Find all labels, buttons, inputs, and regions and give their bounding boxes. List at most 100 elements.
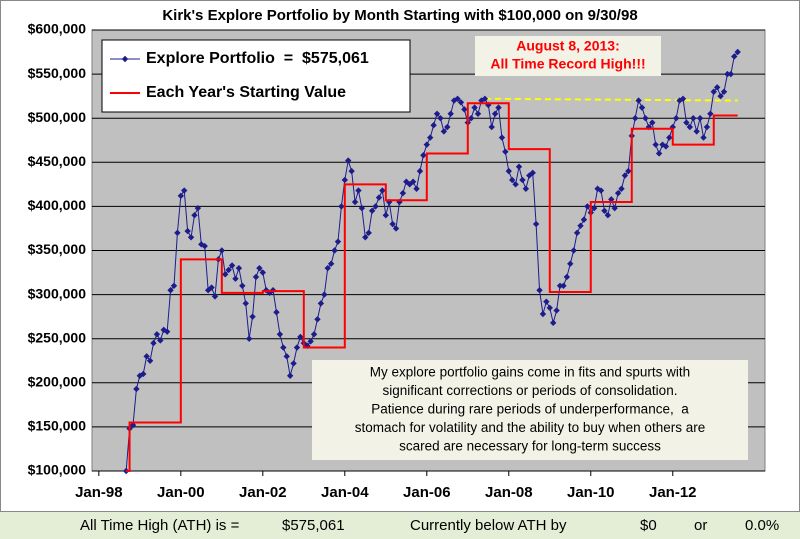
point: [444, 123, 451, 131]
point: [529, 169, 536, 177]
point: [208, 284, 215, 291]
x-tick-label: Jan-08: [485, 484, 533, 501]
x-tick-label: Jan-00: [157, 484, 205, 501]
point: [556, 282, 564, 289]
note-text: scared are necessary for long-term succe…: [399, 439, 661, 454]
point: [604, 212, 612, 219]
point: [242, 300, 249, 307]
y-tick-label: $150,000: [28, 418, 87, 434]
point: [280, 344, 287, 351]
point: [720, 88, 728, 95]
point: [307, 338, 314, 345]
point: [249, 313, 256, 320]
point: [594, 185, 601, 192]
point: [546, 304, 553, 312]
point: [174, 229, 181, 237]
x-tick-label: Jan-06: [403, 484, 451, 501]
point: [286, 372, 294, 379]
point: [423, 141, 430, 148]
point: [338, 203, 345, 210]
point: [638, 104, 646, 111]
y-tick-label: $550,000: [28, 65, 87, 81]
point: [614, 189, 622, 197]
point: [601, 207, 608, 215]
x-tick-label: Jan-98: [75, 484, 123, 501]
point: [331, 247, 338, 254]
annotation-box: [475, 36, 661, 76]
point: [252, 273, 260, 281]
point: [430, 122, 437, 129]
point: [512, 181, 519, 188]
point: [239, 282, 246, 289]
point: [184, 227, 191, 235]
point: [539, 310, 547, 318]
point: [194, 204, 202, 212]
point: [218, 247, 226, 254]
point: [498, 134, 506, 141]
x-tick-label: Jan-04: [321, 484, 369, 501]
point: [420, 152, 427, 159]
point: [567, 260, 574, 267]
point: [608, 196, 615, 203]
point: [181, 187, 188, 194]
footer-text: All Time High (ATH) is =: [80, 517, 240, 534]
point: [631, 115, 639, 122]
point: [413, 185, 420, 192]
point: [235, 264, 243, 272]
point: [468, 115, 475, 122]
point: [204, 286, 212, 294]
point: [389, 220, 396, 228]
point: [433, 110, 441, 117]
point: [157, 337, 164, 344]
point: [163, 328, 171, 335]
point: [399, 189, 407, 197]
x-tick-label: Jan-12: [649, 484, 697, 501]
point: [273, 309, 280, 316]
y-tick-label: $450,000: [28, 153, 87, 169]
point: [522, 185, 530, 192]
point: [724, 70, 731, 78]
note-box: [312, 360, 748, 460]
point: [618, 185, 625, 192]
x-tick-label: Jan-02: [239, 484, 287, 501]
point: [655, 150, 663, 157]
point: [245, 335, 253, 342]
point: [649, 119, 656, 126]
y-tick-label: $200,000: [28, 374, 87, 390]
point: [222, 271, 229, 278]
footer-text: Currently below ATH by: [410, 517, 567, 534]
point: [696, 115, 704, 122]
point: [170, 282, 178, 289]
point: [211, 293, 219, 300]
point: [177, 192, 185, 200]
point: [580, 216, 588, 223]
point: [686, 123, 694, 131]
footer-text: $575,061: [282, 517, 345, 534]
note-text: Patience during rare periods of underper…: [371, 402, 689, 417]
point: [283, 353, 290, 360]
point: [392, 225, 400, 232]
point: [314, 316, 321, 323]
point: [167, 286, 174, 294]
point: [519, 176, 526, 184]
point: [146, 357, 154, 364]
point: [409, 178, 417, 185]
point: [457, 99, 465, 106]
y-tick-label: $500,000: [28, 109, 87, 125]
footer-text: 0.0%: [745, 517, 779, 534]
note-text: stomach for volatility and the ability t…: [355, 420, 705, 435]
point: [310, 331, 318, 338]
point: [717, 92, 724, 100]
point: [727, 70, 735, 78]
point: [491, 110, 499, 117]
note-text: significant corrections or periods of co…: [383, 383, 678, 398]
point: [679, 95, 687, 102]
point: [133, 385, 140, 393]
point: [461, 106, 468, 113]
y-tick-label: $100,000: [28, 462, 87, 478]
point: [584, 203, 591, 210]
point: [324, 264, 331, 272]
point: [341, 176, 349, 184]
point: [713, 84, 721, 91]
